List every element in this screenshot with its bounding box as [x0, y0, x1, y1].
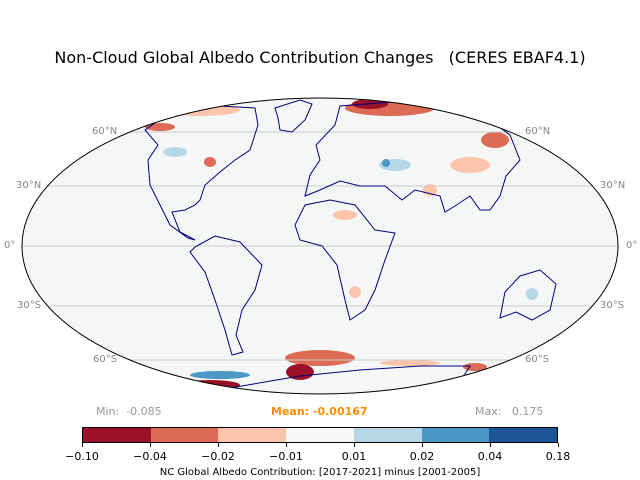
africa: [294, 199, 396, 321]
colorbar-tick-label: −0.01: [269, 450, 303, 463]
map-border: [21, 97, 619, 395]
colorbar-tick-mark: [557, 443, 559, 447]
colorbar-bin: [150, 428, 219, 442]
colorbar-tick-mark: [353, 443, 355, 447]
colorbar-tick-label: 0.04: [477, 450, 503, 463]
colorbar-bin: [83, 428, 151, 442]
grid-label-right-60n: 60°N: [525, 126, 551, 137]
greenland: [274, 99, 313, 133]
figure-title: Non-Cloud Global Albedo Contribution Cha…: [54, 48, 586, 67]
grid-label-left-0: 0°: [4, 240, 16, 251]
south-america: [189, 235, 263, 356]
max-value: Max: 0.175: [475, 405, 544, 418]
colorbar-tick-mark: [285, 443, 287, 447]
colorbar-bin: [218, 428, 287, 442]
grid-label-left-30n: 30°N: [16, 180, 42, 191]
colorbar-tick-mark: [81, 443, 83, 447]
colorbar-tick-label: 0.02: [409, 450, 435, 463]
grid-label-left-30s: 30°S: [17, 300, 42, 311]
grid-label-right-60s: 60°S: [525, 354, 550, 365]
min-value: Min: -0.085: [96, 405, 162, 418]
colorbar-tick-label: −0.02: [201, 450, 235, 463]
colorbar-tick-label: 0.18: [545, 450, 571, 463]
grid-label-left-60n: 60°N: [92, 126, 118, 137]
colorbar-bin: [353, 428, 422, 442]
eurasia: [304, 99, 521, 213]
colorbar-tick-label: −0.10: [65, 450, 99, 463]
colorbar-tick-mark: [489, 443, 491, 447]
coastlines: [144, 99, 557, 394]
colorbar-tick-label: −0.04: [133, 450, 167, 463]
colorbar-bin: [489, 428, 558, 442]
colorbar-tick-mark: [421, 443, 423, 447]
colorbar-bin: [286, 428, 354, 442]
antarctica: [229, 365, 471, 394]
colorbar-tick-label: 0.01: [341, 450, 367, 463]
grid-label-right-0: 0°: [626, 240, 638, 251]
australia: [499, 269, 557, 321]
grid-label-right-30n: 30°N: [600, 180, 626, 191]
north-america: [144, 105, 259, 241]
colorbar-label: NC Global Albedo Contribution: [2017-202…: [159, 467, 481, 478]
colorbar-tick-mark: [149, 443, 151, 447]
mean-value: Mean: -0.00167: [271, 405, 368, 418]
grid-label-left-60s: 60°S: [93, 354, 118, 365]
grid-label-right-30s: 30°S: [600, 300, 625, 311]
colorbar-bin: [421, 428, 490, 442]
colorbar-tick-mark: [217, 443, 219, 447]
colorbar: [82, 427, 558, 443]
